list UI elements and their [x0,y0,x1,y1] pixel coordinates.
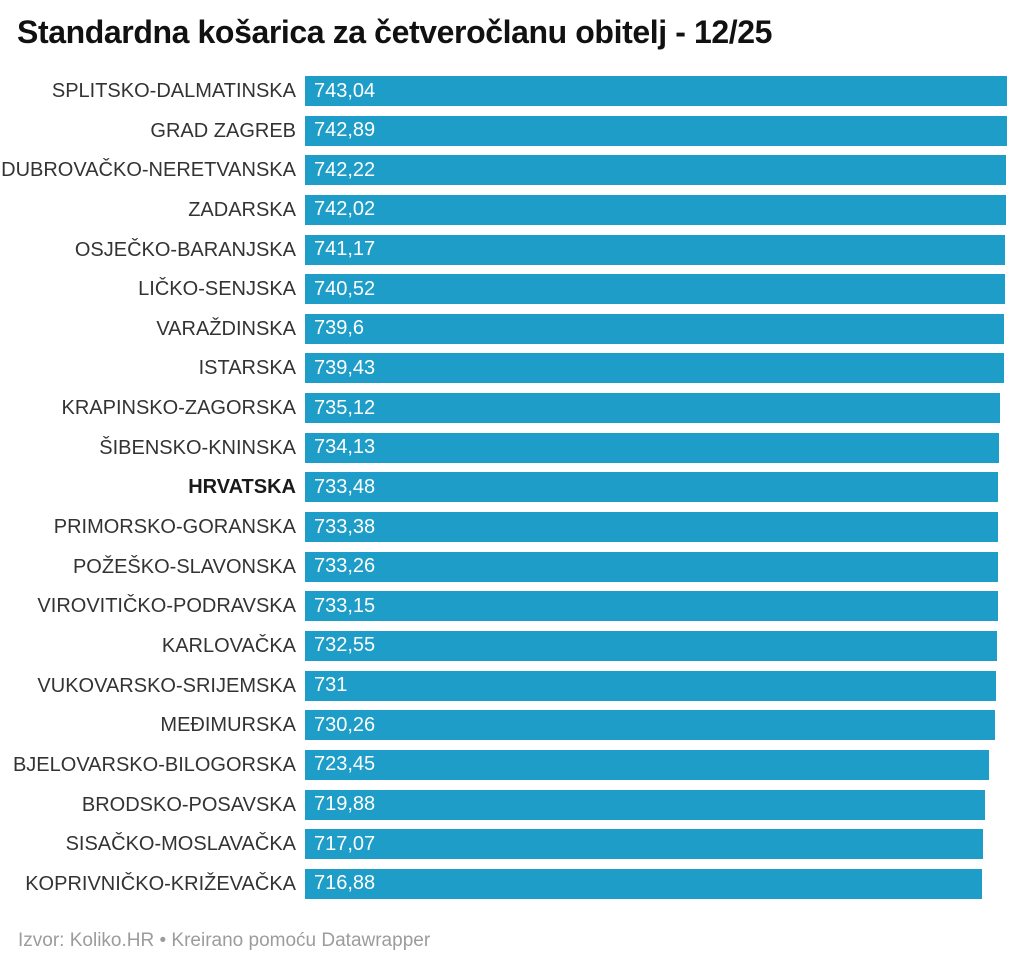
chart-row: ŠIBENSKO-KNINSKA 734,13 [0,432,1024,463]
value-label: 730,26 [314,713,376,736]
value-label: 733,48 [314,475,376,498]
chart-row: KRAPINSKO-ZAGORSKA 735,12 [0,393,1024,424]
category-label: KOPRIVNIČKO-KRIŽEVAČKA [25,872,296,895]
category-label: BJELOVARSKO-BILOGORSKA [12,753,296,776]
category-label: OSJEČKO-BARANJSKA [74,238,296,261]
category-label: VIROVITIČKO-PODRAVSKA [37,595,296,618]
category-label: VUKOVARSKO-SRIJEMSKA [37,674,296,697]
category-label: POŽEŠKO-SLAVONSKA [72,555,296,578]
category-label: MEĐIMURSKA [160,714,296,737]
chart-row: POŽEŠKO-SLAVONSKA 733,26 [0,551,1024,582]
bar: 733,15 [305,591,998,622]
bar-chart: SPLITSKO-DALMATINSKA 743,04 GRAD ZAGREB 742… [0,76,1024,908]
bar: 730,26 [305,710,995,741]
bar: 716,88 [305,868,983,899]
chart-row: PRIMORSKO-GORANSKA 733,38 [0,512,1024,543]
bar: 733,48 [305,472,998,503]
category-label: GRAD ZAGREB [150,119,296,142]
value-label: 732,55 [314,634,376,657]
chart-row: ISTARSKA 739,43 [0,353,1024,384]
category-label: DUBROVAČKO-NERETVANSKA [1,159,296,182]
bar: 723,45 [305,749,989,780]
category-label: VARAŽDINSKA [156,317,296,340]
category-label: PRIMORSKO-GORANSKA [53,516,296,539]
chart-row: LIČKO-SENJSKA 740,52 [0,274,1024,305]
chart-row: KOPRIVNIČKO-KRIŽEVAČKA 716,88 [0,868,1024,899]
value-label: 739,6 [314,317,365,340]
bar: 742,02 [305,194,1006,225]
value-label: 719,88 [314,793,376,816]
chart-row: BRODSKO-POSAVSKA 719,88 [0,789,1024,820]
category-label: ISTARSKA [198,357,296,380]
chart-row: MEĐIMURSKA 730,26 [0,710,1024,741]
value-label: 739,43 [314,356,376,379]
value-label: 742,89 [314,119,376,142]
chart-row: KARLOVAČKA 732,55 [0,630,1024,661]
value-label: 716,88 [314,872,376,895]
category-label: HRVATSKA [188,476,296,499]
value-label: 742,22 [314,158,376,181]
chart-row: SPLITSKO-DALMATINSKA 743,04 [0,76,1024,106]
value-label: 723,45 [314,753,376,776]
bar: 739,6 [305,313,1004,344]
bar: 732,55 [305,630,998,661]
value-label: 743,04 [314,79,376,102]
bar: 739,43 [305,353,1004,384]
chart-row: ZADARSKA 742,02 [0,194,1024,225]
value-label: 731 [314,674,348,697]
bar: 717,07 [305,829,983,860]
value-label: 740,52 [314,277,376,300]
chart-row: SISAČKO-MOSLAVAČKA 717,07 [0,829,1024,860]
value-label: 735,12 [314,396,376,419]
chart-row: VUKOVARSKO-SRIJEMSKA 731 [0,670,1024,701]
value-label: 741,17 [314,238,376,261]
chart-row: BJELOVARSKO-BILOGORSKA 723,45 [0,749,1024,780]
chart-row: OSJEČKO-BARANJSKA 741,17 [0,234,1024,265]
bar: 742,22 [305,155,1007,186]
category-label: BRODSKO-POSAVSKA [81,793,296,816]
chart-title: Standardna košarica za četveročlanu obit… [17,14,773,50]
value-label: 734,13 [314,436,376,459]
chart-row: GRAD ZAGREB 742,89 [0,115,1024,146]
value-label: 717,07 [314,832,376,855]
bar: 734,13 [305,432,999,463]
chart-row: VARAŽDINSKA 739,6 [0,313,1024,344]
category-label: KARLOVAČKA [161,634,296,657]
bar: 743,04 [305,76,1007,106]
category-label: ŠIBENSKO-KNINSKA [99,436,296,459]
category-label: LIČKO-SENJSKA [138,278,296,301]
value-label: 733,15 [314,594,376,617]
value-label: 733,38 [314,515,376,538]
category-label: SISAČKO-MOSLAVAČKA [65,833,296,856]
category-label: ZADARSKA [188,198,296,221]
bar: 741,17 [305,234,1006,265]
chart-row: VIROVITIČKO-PODRAVSKA 733,15 [0,591,1024,622]
value-label: 733,26 [314,555,376,578]
value-label: 742,02 [314,198,376,221]
chart-row: HRVATSKA 733,48 [0,472,1024,503]
bar: 719,88 [305,789,986,820]
bar: 733,38 [305,512,998,543]
category-label: KRAPINSKO-ZAGORSKA [61,397,297,420]
bar: 740,52 [305,274,1005,305]
bar: 735,12 [305,393,1000,424]
bar: 731 [305,670,996,701]
bar: 742,89 [305,115,1007,146]
chart-row: DUBROVAČKO-NERETVANSKA 742,22 [0,155,1024,186]
source-attribution: Izvor: Koliko.HR • Kreirano pomoću Dataw… [18,930,431,951]
bar: 733,26 [305,551,998,582]
category-label: SPLITSKO-DALMATINSKA [51,80,296,102]
